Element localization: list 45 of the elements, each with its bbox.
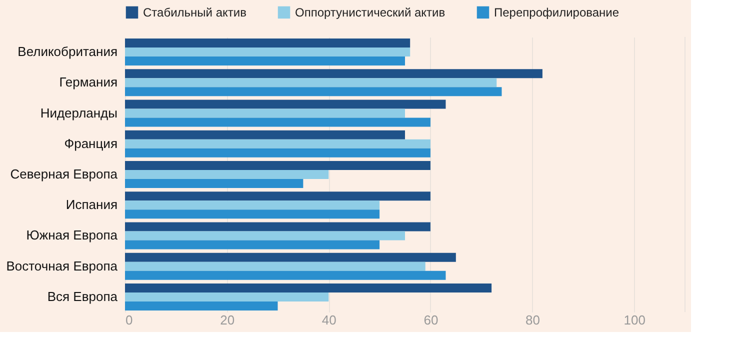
bar [125,38,410,48]
bar [125,56,405,66]
bar [125,252,456,262]
y-tick-label: Франция [64,136,118,151]
bar [125,108,405,118]
bar [125,161,430,170]
legend-label: Перепрофилирование [494,5,620,20]
y-tick-label: Вся Европа [47,288,118,304]
bar [125,301,278,310]
y-tick-label: Южная Европа [26,228,118,243]
y-tick-label: Великобритания [18,44,118,60]
bar [125,118,430,127]
bar [125,130,405,140]
bar [125,178,304,188]
legend-label: Стабильный актив [143,5,246,20]
bar [125,78,497,88]
y-tick-label: Северная Европа [10,166,118,182]
bar [125,262,426,271]
bar [125,139,430,148]
bar [125,231,405,240]
x-tick-label: 60 [424,312,438,328]
bar [125,270,446,280]
legend-label: Оппортунистический актив [295,5,446,20]
y-tick-label: Восточная Европа [6,258,118,274]
y-tick-label: Испания [66,197,118,212]
bar [125,192,430,201]
bar [125,148,430,158]
bar [125,284,492,293]
bar [125,292,329,302]
x-tick-label: 100 [624,312,646,328]
bar [125,69,542,78]
bar [125,48,410,56]
bar [125,222,430,232]
x-tick-label: 40 [322,312,336,328]
y-tick-label: Германия [59,74,118,90]
bar [125,210,380,219]
bar [125,200,380,210]
bar [125,100,446,109]
x-tick-label: 20 [220,312,235,328]
bar [125,170,329,179]
y-tick-label: Нидерланды [40,105,118,120]
bar [125,240,380,250]
x-tick-label: 80 [526,312,540,328]
x-tick-label: 0 [126,312,133,328]
bar [125,87,502,96]
